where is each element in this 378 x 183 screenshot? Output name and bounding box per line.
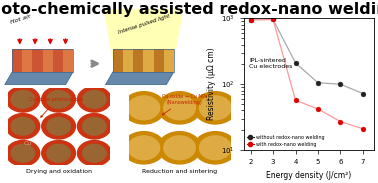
Circle shape xyxy=(122,92,165,124)
Circle shape xyxy=(47,117,70,135)
X-axis label: Energy density (J/cm²): Energy density (J/cm²) xyxy=(266,171,352,180)
Polygon shape xyxy=(53,49,63,72)
Circle shape xyxy=(200,96,231,120)
Circle shape xyxy=(200,136,231,160)
Circle shape xyxy=(164,136,195,160)
Circle shape xyxy=(6,141,40,166)
Polygon shape xyxy=(63,49,73,72)
Circle shape xyxy=(122,132,165,164)
Circle shape xyxy=(128,96,160,120)
Polygon shape xyxy=(123,49,133,72)
Text: Intense pulsed light: Intense pulsed light xyxy=(117,14,170,35)
Text: Photo-chemically assisted redox-nano welding: Photo-chemically assisted redox-nano wel… xyxy=(0,2,378,17)
Text: Drying and oxidation: Drying and oxidation xyxy=(26,169,91,174)
Polygon shape xyxy=(43,49,53,72)
Circle shape xyxy=(194,92,237,124)
Circle shape xyxy=(42,114,76,139)
Polygon shape xyxy=(113,49,123,72)
Text: Reduction and sintering: Reduction and sintering xyxy=(142,169,217,174)
Circle shape xyxy=(42,87,76,112)
Text: Hot air: Hot air xyxy=(9,14,31,25)
Polygon shape xyxy=(143,49,153,72)
Circle shape xyxy=(47,144,70,162)
Circle shape xyxy=(158,132,201,164)
Legend: without redox-nano welding, with redox-nano welding: without redox-nano welding, with redox-n… xyxy=(246,135,325,148)
Circle shape xyxy=(11,144,35,162)
Circle shape xyxy=(82,117,106,135)
Text: Cu oxide prominences: Cu oxide prominences xyxy=(29,97,84,117)
Circle shape xyxy=(77,141,111,166)
Polygon shape xyxy=(164,49,174,72)
Circle shape xyxy=(6,114,40,139)
Circle shape xyxy=(47,91,70,108)
Polygon shape xyxy=(33,49,43,72)
Circle shape xyxy=(11,91,35,108)
Text: IPL-sintered
Cu electrodes: IPL-sintered Cu electrodes xyxy=(249,58,293,69)
Circle shape xyxy=(194,132,237,164)
Polygon shape xyxy=(133,49,143,72)
Circle shape xyxy=(128,136,160,160)
Text: Cu oxide → Cu NPs
(Nanowelding): Cu oxide → Cu NPs (Nanowelding) xyxy=(162,94,208,115)
Circle shape xyxy=(11,117,35,135)
Circle shape xyxy=(158,92,201,124)
Polygon shape xyxy=(104,9,183,62)
Polygon shape xyxy=(5,72,73,85)
Circle shape xyxy=(77,87,111,112)
Polygon shape xyxy=(105,72,174,85)
Y-axis label: Resistivity (μΩ cm): Resistivity (μΩ cm) xyxy=(206,48,215,120)
Polygon shape xyxy=(22,49,33,72)
Circle shape xyxy=(164,96,195,120)
Polygon shape xyxy=(12,49,22,72)
Circle shape xyxy=(82,144,106,162)
Text: Cu: Cu xyxy=(24,141,32,146)
Polygon shape xyxy=(153,49,164,72)
Circle shape xyxy=(77,114,111,139)
Circle shape xyxy=(6,87,40,112)
Circle shape xyxy=(42,141,76,166)
Circle shape xyxy=(82,91,106,108)
